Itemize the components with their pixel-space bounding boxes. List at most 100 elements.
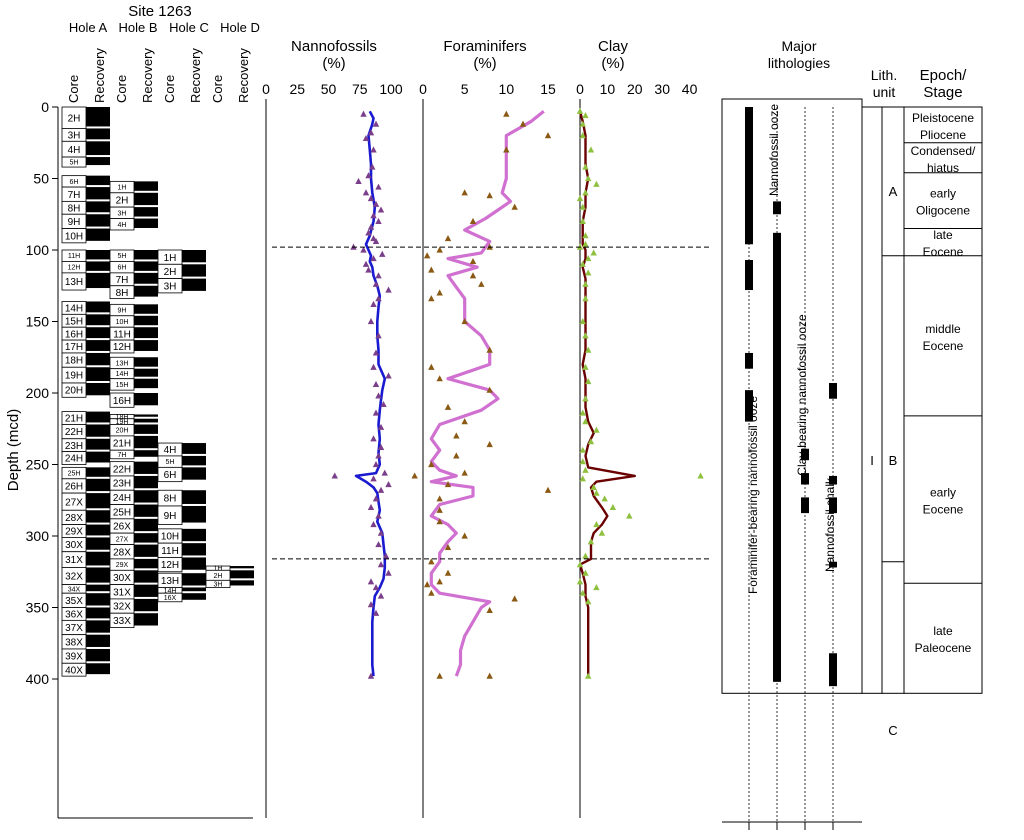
epoch-label-line2: Pliocene	[920, 128, 966, 142]
epoch-box	[903, 106, 983, 694]
data-point	[375, 452, 382, 459]
data-point	[593, 521, 600, 528]
recovery-bar	[230, 566, 254, 569]
data-point	[582, 163, 589, 170]
core-column-header: Core	[210, 75, 225, 103]
data-point	[453, 432, 460, 439]
core-label: 25H	[68, 471, 81, 478]
major-lithologies-panel: Foraminifer-bearing nannofossil ooze Nann…	[721, 98, 863, 830]
recovery-bar	[134, 613, 158, 626]
data-point	[382, 552, 390, 559]
data-point	[436, 518, 443, 525]
core-label: 6H	[70, 179, 79, 186]
data-point	[428, 266, 435, 273]
recovery-bar	[86, 382, 110, 396]
depth-tick-label: 200	[26, 385, 50, 401]
core-label: 18H	[116, 414, 129, 421]
recovery-bar	[134, 357, 158, 367]
recovery-bar	[230, 580, 254, 586]
recovery-bar	[86, 411, 110, 423]
core-label: 2H	[164, 267, 177, 278]
recovery-column-header: Recovery	[188, 48, 203, 103]
lith-unit-header-1: Lith.	[871, 67, 897, 83]
recovery-bar	[182, 443, 206, 454]
recovery-bar	[134, 285, 158, 297]
data-point	[331, 472, 338, 479]
depth-tick-label: 300	[26, 528, 50, 544]
core-recovery-columns: Core Recovery2H3H4H5H6H7H8H9H10H11H12H13H…	[61, 48, 254, 677]
data-point	[469, 272, 477, 279]
data-point	[582, 295, 589, 302]
figure-title: Site 1263	[128, 3, 191, 20]
recovery-bar	[86, 187, 110, 200]
recovery-bar	[86, 272, 110, 289]
data-point	[478, 280, 485, 287]
recovery-bar	[134, 570, 158, 583]
core-label: 6H	[118, 265, 127, 272]
recovery-bar	[182, 455, 206, 466]
core-label: 22H	[65, 427, 83, 438]
core-label: 26X	[113, 522, 131, 533]
core-label: 24H	[65, 454, 83, 465]
recovery-bar	[230, 570, 254, 579]
data-point	[511, 203, 518, 210]
core-label: 27X	[116, 536, 129, 543]
core-label: 13H	[65, 277, 83, 288]
data-point	[362, 189, 370, 196]
data-point	[367, 195, 375, 202]
recovery-bar	[86, 620, 110, 633]
core-label: 7H	[68, 190, 81, 201]
x-tick-label: 10	[600, 81, 616, 97]
epoch-label-line1: early	[930, 486, 956, 500]
core-label: 38X	[65, 637, 83, 648]
core-label: 3H	[214, 581, 223, 588]
lithology-bar	[829, 561, 837, 568]
recovery-bar	[134, 250, 158, 260]
lithology-bar	[801, 497, 809, 514]
hiatus-lines	[272, 246, 710, 560]
data-point	[579, 318, 586, 325]
lithology-bar	[801, 448, 809, 461]
core-label: 24H	[113, 493, 131, 504]
depth-tick-label: 350	[26, 600, 50, 616]
data-point	[461, 532, 468, 539]
data-point	[367, 578, 375, 585]
data-point	[579, 132, 586, 139]
lithology-bar	[829, 382, 837, 399]
x-tick-label: 100	[379, 81, 403, 97]
core-label: 18H	[65, 356, 83, 367]
data-point	[379, 250, 386, 257]
core-label: 12H	[161, 560, 179, 571]
core-label: 2H	[116, 196, 129, 207]
recovery-bar	[86, 352, 110, 366]
recovery-bar	[134, 340, 158, 351]
core-label: 15H	[65, 316, 83, 327]
data-point	[503, 146, 510, 153]
data-point	[375, 217, 382, 224]
hole-c-label: Hole C	[169, 20, 209, 35]
depth-tick-label: 400	[26, 671, 50, 687]
recovery-bar	[134, 518, 158, 532]
core-label: 5H	[166, 459, 175, 466]
core-label: 10H	[161, 532, 179, 543]
recovery-bar	[134, 418, 158, 423]
x-tick-label: 5	[461, 81, 469, 97]
recovery-bar	[134, 544, 158, 557]
core-label: 30X	[65, 540, 83, 551]
hole-b-label: Hole B	[118, 20, 157, 35]
data-point	[582, 332, 589, 339]
recovery-bar	[86, 128, 110, 140]
recovery-bar	[86, 593, 110, 606]
core-label: 4H	[68, 145, 81, 156]
recovery-bar	[182, 557, 206, 570]
recovery-bar	[134, 490, 158, 503]
lith-unit-label: A	[889, 184, 898, 199]
data-point	[486, 192, 493, 199]
recovery-bar	[86, 340, 110, 351]
data-point	[365, 229, 372, 236]
series-line	[429, 110, 545, 677]
core-label: 17H	[65, 342, 83, 353]
data-point	[372, 380, 380, 388]
data-point	[370, 212, 377, 219]
epoch-label-line2: Eocene	[923, 245, 964, 259]
